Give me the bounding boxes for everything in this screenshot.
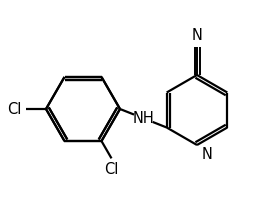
Text: Cl: Cl <box>104 162 119 177</box>
Text: N: N <box>202 147 213 162</box>
Text: NH: NH <box>132 111 154 126</box>
Text: N: N <box>192 28 203 43</box>
Text: Cl: Cl <box>8 102 22 117</box>
